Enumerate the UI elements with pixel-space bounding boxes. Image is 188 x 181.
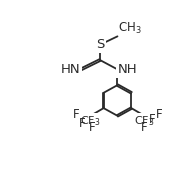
Text: HN: HN: [61, 63, 80, 76]
Text: S: S: [96, 38, 104, 51]
Text: F: F: [89, 121, 95, 134]
Text: CF$_3$: CF$_3$: [80, 114, 101, 128]
Text: F: F: [155, 108, 162, 121]
Text: NH: NH: [118, 63, 138, 76]
Text: F: F: [149, 113, 156, 126]
Text: F: F: [73, 108, 80, 121]
Text: F: F: [79, 117, 86, 130]
Text: F: F: [140, 121, 147, 134]
Text: CH$_3$: CH$_3$: [118, 21, 142, 36]
Text: CF$_3$: CF$_3$: [134, 114, 155, 128]
